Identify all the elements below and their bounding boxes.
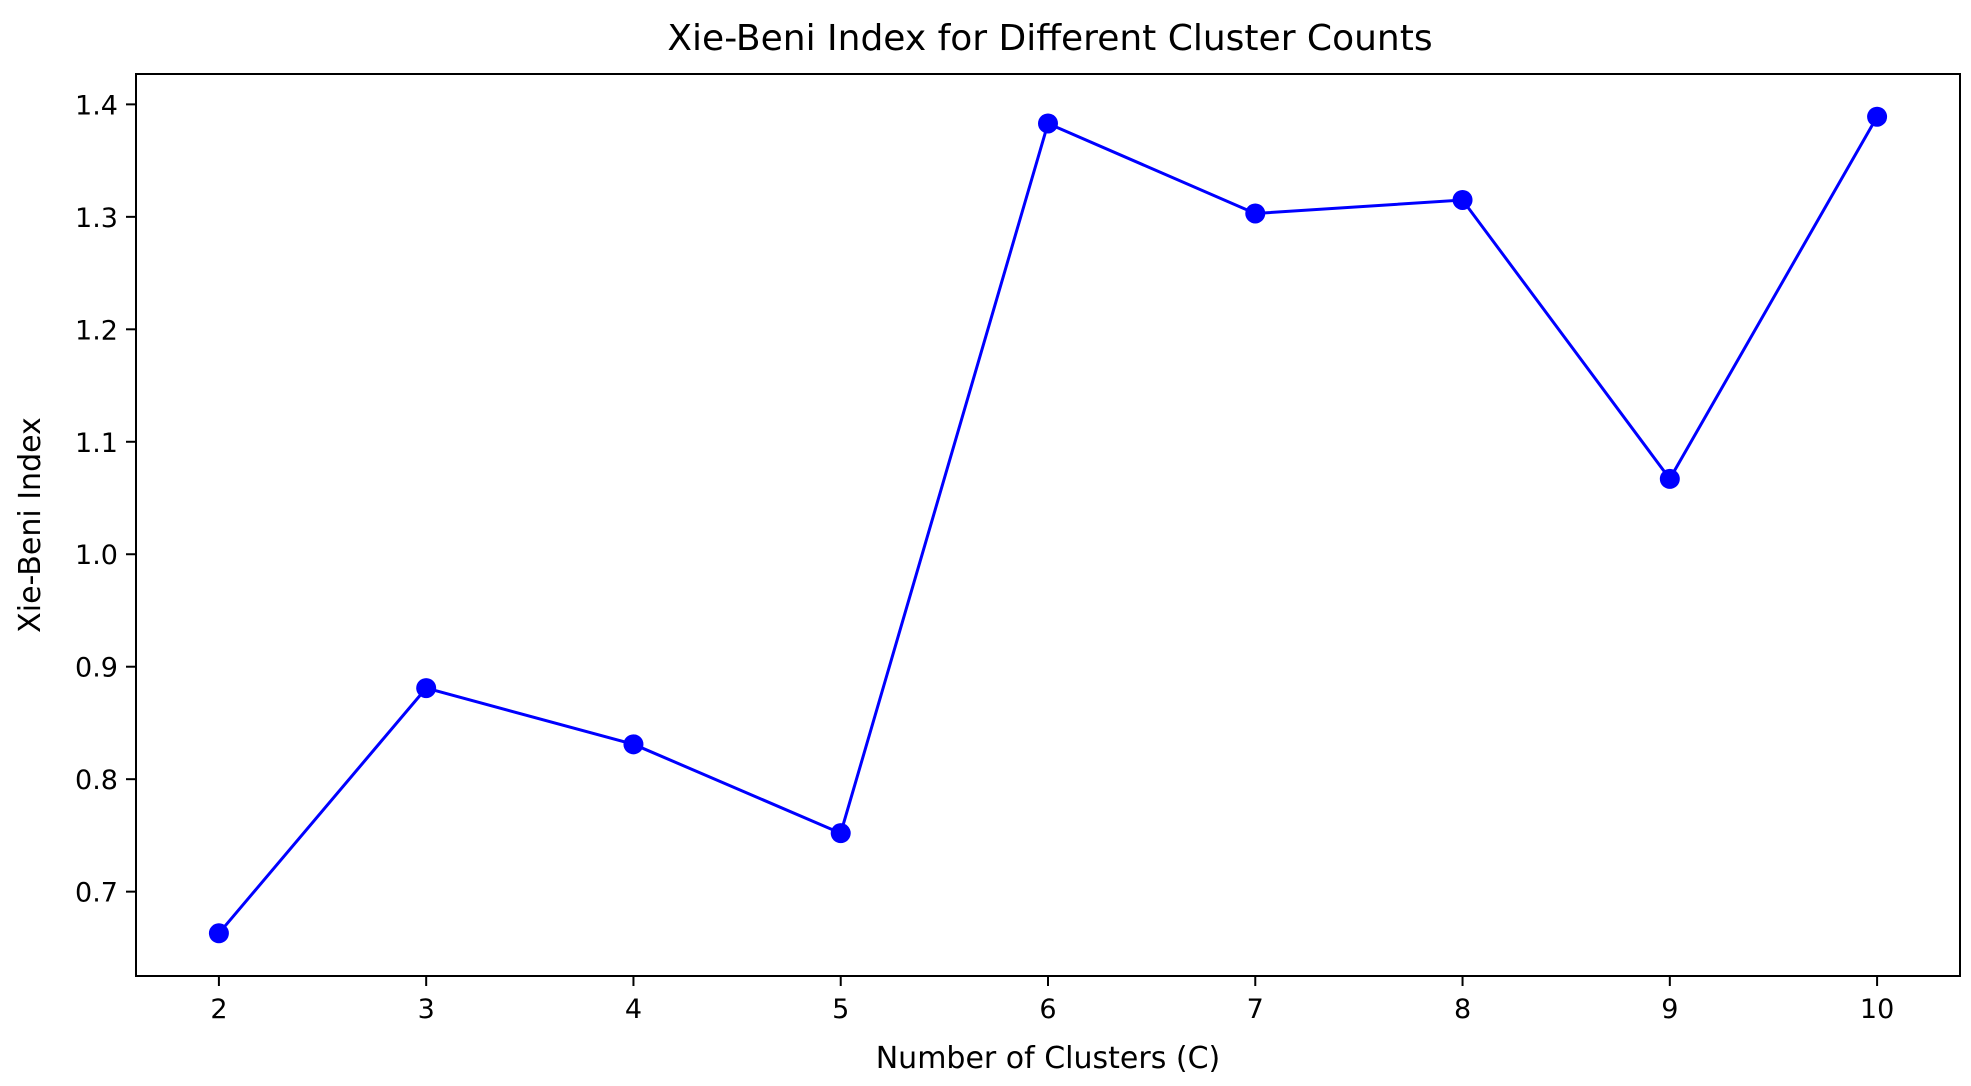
y-axis-label: Xie-Beni Index: [13, 417, 48, 633]
x-tick-label: 2: [210, 994, 227, 1025]
data-point: [1038, 113, 1058, 134]
y-tick-label: 0.7: [75, 878, 118, 909]
data-point: [623, 734, 644, 755]
data-point: [1867, 106, 1888, 127]
y-tick-label: 1.2: [75, 315, 118, 346]
y-tick-label: 1.3: [75, 203, 118, 234]
y-tick-label: 1.1: [75, 428, 118, 459]
x-tick-label: 7: [1247, 994, 1264, 1025]
y-tick-label: 0.8: [75, 765, 118, 796]
data-point: [416, 678, 437, 699]
x-tick-label: 3: [418, 994, 435, 1025]
x-tick-label: 9: [1661, 994, 1678, 1025]
plot-area-frame: [135, 73, 1961, 977]
chart-title: Xie-Beni Index for Different Cluster Cou…: [667, 18, 1432, 59]
x-tick-label: 5: [832, 994, 849, 1025]
data-point: [1452, 189, 1473, 210]
x-tick-label: 10: [1860, 994, 1894, 1025]
data-point: [830, 823, 851, 844]
data-point: [1245, 203, 1266, 224]
x-axis-label: Number of Clusters (C): [876, 1041, 1221, 1076]
x-tick-label: 4: [625, 994, 642, 1025]
y-tick-label: 1.0: [75, 540, 118, 571]
data-point: [208, 923, 229, 944]
series-points: [208, 106, 1888, 944]
y-tick-label: 1.4: [75, 90, 118, 121]
x-axis-ticks: 2 3 4 5 6 7 8 9 10: [210, 976, 1894, 1025]
x-tick-label: 8: [1454, 994, 1471, 1025]
y-tick-label: 0.9: [75, 653, 118, 684]
x-tick-label: 6: [1039, 994, 1056, 1025]
y-axis-ticks: 0.7 0.8 0.9 1.0 1.1 1.2 1.3 1.4: [75, 90, 136, 909]
data-point: [1659, 468, 1680, 489]
